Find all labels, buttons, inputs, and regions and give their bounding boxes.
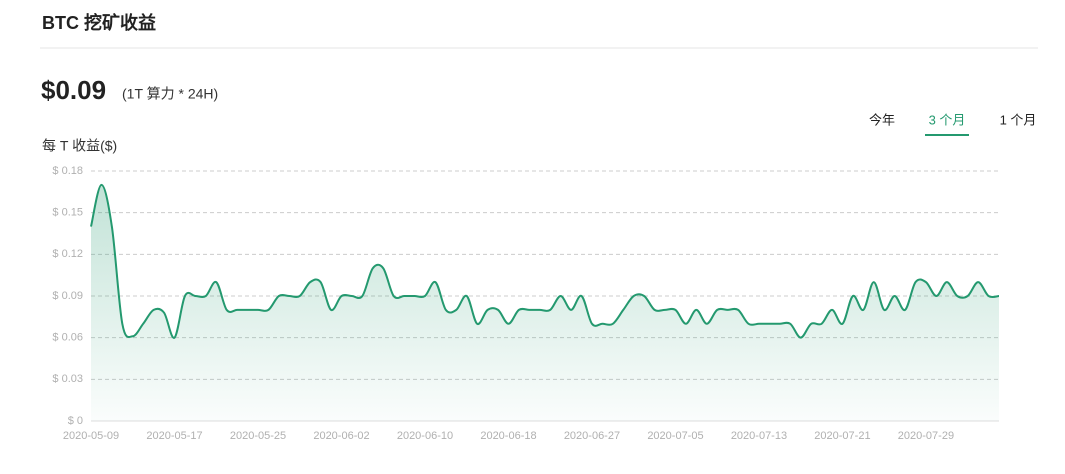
x-tick-label: 2020-06-10 [397, 430, 453, 442]
y-tick-label: $ 0.06 [52, 332, 83, 344]
y-tick-label: $ 0.12 [52, 248, 83, 260]
y-tick-label: $ 0.15 [52, 207, 83, 219]
x-tick-label: 2020-07-29 [898, 430, 954, 442]
tab[interactable]: 3 个月 [929, 112, 966, 127]
line [90, 183, 1000, 339]
area-fill [91, 184, 999, 421]
x-tick-label: 2020-05-17 [146, 430, 202, 442]
x-tick-label: 2020-06-27 [564, 430, 620, 442]
header-title: BTC 挖矿收益 [42, 12, 156, 33]
x-tick-label: 2020-05-25 [230, 430, 286, 442]
tab[interactable]: 1 个月 [1000, 112, 1037, 127]
x-tick-label: 2020-06-02 [313, 430, 369, 442]
x-tick-label: 2020-07-21 [814, 430, 870, 442]
y-tick-label: $ 0.03 [52, 373, 83, 385]
y-axis-label: 每 T 收益($) [42, 138, 117, 154]
summary-value: $0.09 [41, 75, 106, 105]
y-tick-label: $ 0.18 [52, 165, 83, 177]
summary-note: (1T 算力 * 24H) [122, 86, 218, 102]
y-tick-label: $ 0 [68, 415, 83, 427]
x-tick-label: 2020-07-13 [731, 430, 787, 442]
tab[interactable]: 今年 [869, 112, 895, 127]
y-tick-label: $ 0.09 [52, 290, 83, 302]
x-tick-label: 2020-06-18 [480, 430, 536, 442]
x-tick-label: 2020-07-05 [647, 430, 703, 442]
x-tick-label: 2020-05-09 [63, 430, 119, 442]
